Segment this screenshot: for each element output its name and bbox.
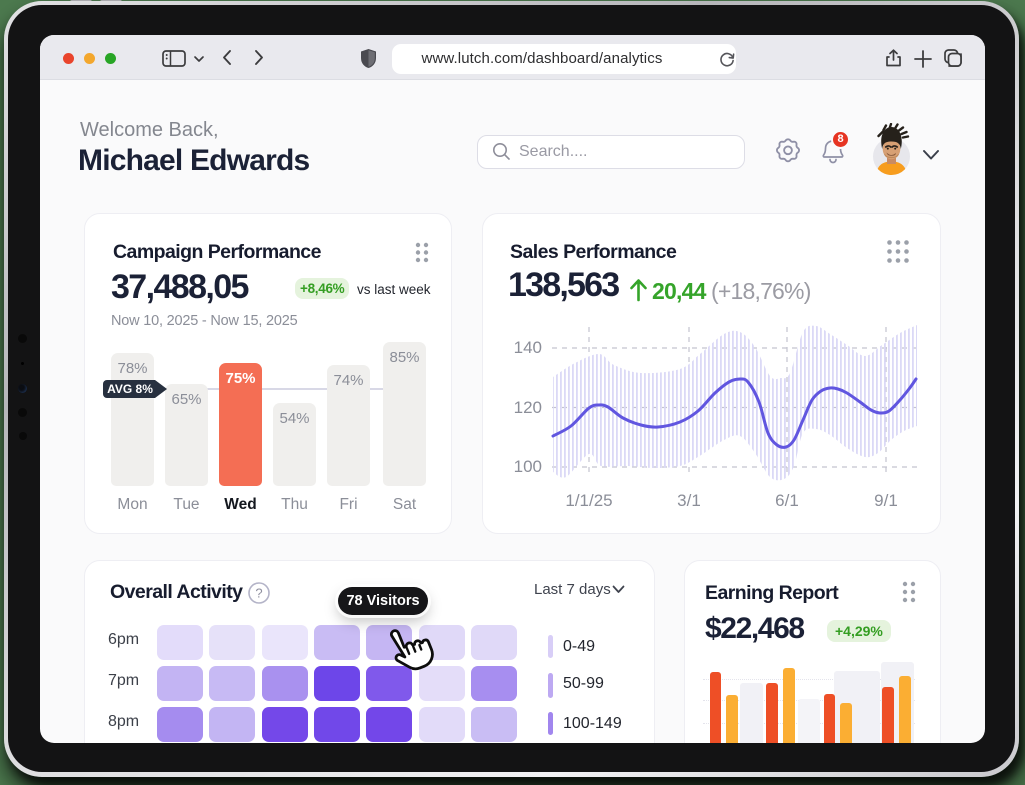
svg-text:?: ? [255, 586, 262, 601]
svg-text:AVG 8%: AVG 8% [107, 382, 153, 396]
